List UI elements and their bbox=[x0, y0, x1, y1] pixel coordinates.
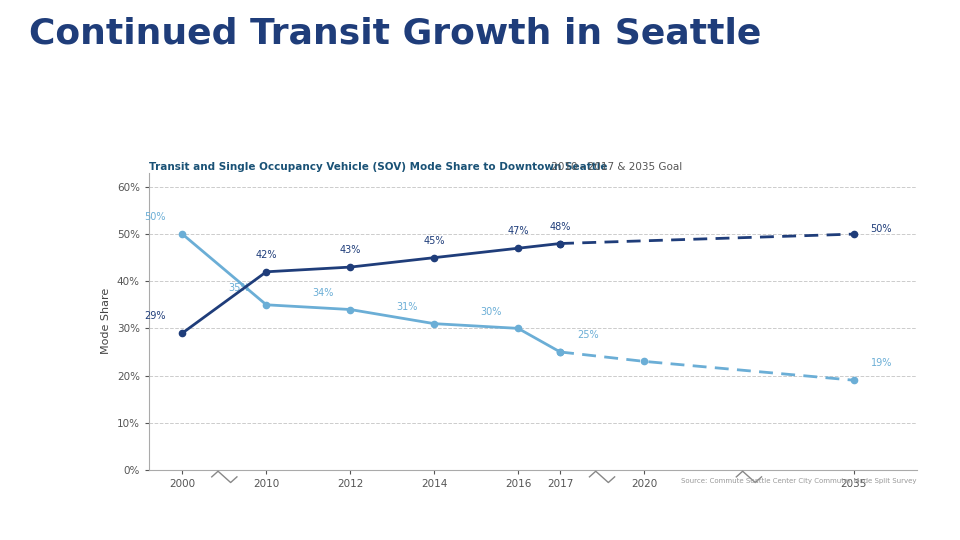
Text: City of Seattle: City of Seattle bbox=[787, 505, 910, 521]
Text: 29%: 29% bbox=[144, 311, 165, 321]
Text: 50%: 50% bbox=[144, 212, 165, 222]
Text: Source: Commute Seattle Center City Commuter Mode Split Survey: Source: Commute Seattle Center City Comm… bbox=[682, 478, 917, 484]
Text: Transit and Single Occupancy Vehicle (SOV) Mode Share to Downtown Seattle: Transit and Single Occupancy Vehicle (SO… bbox=[149, 162, 608, 172]
Y-axis label: Mode Share: Mode Share bbox=[101, 288, 111, 354]
Text: 34%: 34% bbox=[312, 288, 333, 298]
Text: 9: 9 bbox=[697, 507, 705, 519]
Text: Seattle Department of Transportation: Seattle Department of Transportation bbox=[125, 507, 376, 519]
Text: 45%: 45% bbox=[423, 236, 444, 246]
Text: 2010 - 2017 & 2035 Goal: 2010 - 2017 & 2035 Goal bbox=[548, 162, 683, 172]
Text: 35%: 35% bbox=[228, 283, 250, 293]
Text: 30%: 30% bbox=[480, 307, 501, 316]
Text: 31%: 31% bbox=[396, 302, 418, 312]
Text: 19%: 19% bbox=[871, 359, 892, 368]
Text: 47%: 47% bbox=[508, 226, 529, 237]
Text: 42%: 42% bbox=[255, 250, 277, 260]
Text: 25%: 25% bbox=[577, 330, 598, 340]
Text: April 12, 2019: April 12, 2019 bbox=[19, 507, 112, 519]
Text: 43%: 43% bbox=[340, 245, 361, 255]
Text: Continued Transit Growth in Seattle: Continued Transit Growth in Seattle bbox=[29, 16, 761, 50]
Text: 50%: 50% bbox=[871, 224, 892, 234]
Text: 48%: 48% bbox=[549, 222, 571, 232]
